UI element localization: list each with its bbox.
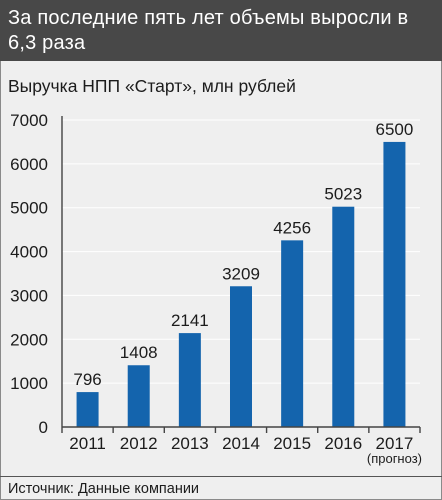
header-bar: За последние пять лет объемы выросли в 6…	[0, 0, 442, 61]
data-label: 3209	[222, 264, 260, 283]
chart-headline: За последние пять лет объемы выросли в 6…	[8, 7, 409, 54]
x-tick-label: 2017	[376, 434, 414, 453]
x-tick-label: 2012	[120, 434, 158, 453]
x-tick-note: (прогноз)	[367, 451, 422, 466]
source-note: Источник: Данные компании	[8, 481, 200, 497]
bar	[281, 240, 304, 427]
y-tick-label: 0	[39, 418, 48, 437]
bar	[178, 333, 201, 427]
chart-title: Выручка НПП «Старт», млн рублей	[8, 76, 296, 96]
labels: 0 1000 2000 3000 4000 5000 6000 7000 796 2011 1408…	[10, 111, 422, 466]
data-label: 796	[73, 370, 101, 389]
y-tick-label: 6000	[10, 155, 48, 174]
x-tick-label: 2015	[273, 434, 311, 453]
bar	[230, 286, 252, 427]
data-label: 5023	[324, 185, 362, 204]
bar	[332, 206, 355, 427]
data-label: 2141	[171, 311, 209, 330]
data-label: 4256	[273, 218, 311, 237]
x-tick-label: 2013	[171, 434, 209, 453]
footer-divider	[0, 476, 442, 477]
y-tick-label: 4000	[10, 243, 48, 262]
bars	[76, 141, 406, 427]
y-tick-label: 7000	[10, 111, 48, 130]
bar	[383, 141, 406, 427]
data-label: 1408	[120, 343, 158, 362]
y-tick-label: 3000	[10, 286, 48, 305]
y-tick-label: 5000	[10, 199, 48, 218]
y-tick-label: 1000	[10, 374, 48, 393]
x-tick-label: 2016	[324, 434, 362, 453]
data-label: 6500	[376, 120, 414, 139]
x-tick-label: 2014	[222, 434, 260, 453]
y-tick-label: 2000	[10, 330, 48, 349]
axes	[61, 116, 421, 433]
bar	[127, 365, 150, 427]
x-tick-label: 2011	[69, 434, 106, 453]
bar	[76, 392, 99, 427]
